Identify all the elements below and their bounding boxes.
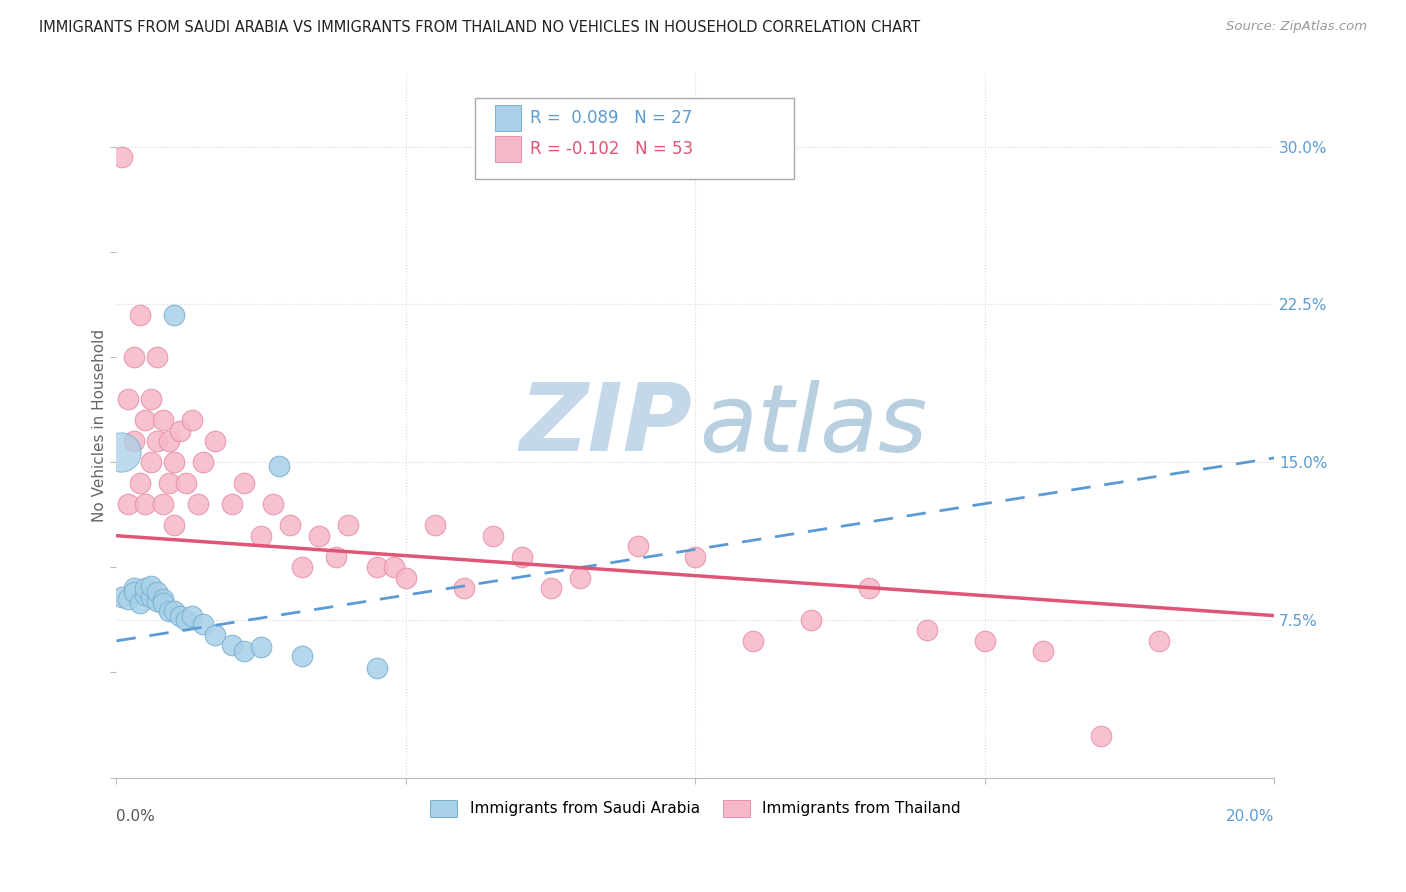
- Point: [110, 444, 132, 458]
- FancyBboxPatch shape: [495, 136, 520, 162]
- Point: [157, 476, 180, 491]
- Point: [134, 582, 156, 596]
- Point: [395, 571, 418, 585]
- Point: [232, 644, 254, 658]
- Point: [111, 150, 134, 164]
- Point: [146, 594, 169, 608]
- Point: [800, 613, 823, 627]
- Point: [122, 434, 145, 448]
- Point: [163, 604, 186, 618]
- Point: [134, 588, 156, 602]
- Point: [482, 529, 505, 543]
- Point: [152, 497, 174, 511]
- Point: [1032, 644, 1054, 658]
- Point: [141, 392, 163, 406]
- Point: [291, 648, 314, 663]
- Point: [568, 571, 591, 585]
- Point: [128, 308, 150, 322]
- Point: [157, 604, 180, 618]
- Point: [128, 596, 150, 610]
- Text: 0.0%: 0.0%: [117, 809, 155, 824]
- Point: [193, 617, 215, 632]
- Text: R =  0.089   N = 27: R = 0.089 N = 27: [530, 109, 692, 127]
- Point: [1090, 729, 1112, 743]
- Point: [141, 455, 163, 469]
- Point: [163, 308, 186, 322]
- Point: [169, 608, 191, 623]
- Text: ZIP: ZIP: [519, 379, 692, 471]
- Point: [146, 350, 169, 364]
- Point: [278, 518, 301, 533]
- Point: [337, 518, 360, 533]
- Point: [134, 497, 156, 511]
- Point: [163, 455, 186, 469]
- Point: [174, 476, 197, 491]
- Point: [325, 549, 347, 564]
- Point: [384, 560, 406, 574]
- Point: [169, 424, 191, 438]
- Point: [858, 582, 880, 596]
- Point: [742, 633, 765, 648]
- Point: [146, 434, 169, 448]
- Y-axis label: No Vehicles in Household: No Vehicles in Household: [93, 329, 107, 522]
- Point: [174, 613, 197, 627]
- Point: [122, 585, 145, 599]
- Point: [250, 529, 273, 543]
- Point: [250, 640, 273, 655]
- Text: Source: ZipAtlas.com: Source: ZipAtlas.com: [1226, 20, 1367, 33]
- Point: [1147, 633, 1170, 648]
- Point: [117, 591, 139, 606]
- Point: [262, 497, 284, 511]
- Point: [128, 476, 150, 491]
- Point: [685, 549, 707, 564]
- Point: [117, 497, 139, 511]
- Text: R = -0.102   N = 53: R = -0.102 N = 53: [530, 140, 693, 158]
- Point: [111, 590, 134, 604]
- Point: [453, 582, 475, 596]
- Point: [157, 434, 180, 448]
- Text: atlas: atlas: [699, 380, 927, 471]
- Point: [180, 608, 202, 623]
- Point: [308, 529, 330, 543]
- Point: [146, 585, 169, 599]
- Point: [366, 560, 388, 574]
- Point: [152, 591, 174, 606]
- Text: 20.0%: 20.0%: [1226, 809, 1274, 824]
- Legend: Immigrants from Saudi Arabia, Immigrants from Thailand: Immigrants from Saudi Arabia, Immigrants…: [423, 794, 967, 822]
- Point: [141, 590, 163, 604]
- Point: [423, 518, 446, 533]
- FancyBboxPatch shape: [475, 97, 794, 178]
- Point: [122, 350, 145, 364]
- FancyBboxPatch shape: [495, 104, 520, 131]
- Point: [267, 459, 290, 474]
- Point: [163, 518, 186, 533]
- Point: [221, 638, 243, 652]
- Point: [117, 392, 139, 406]
- Point: [193, 455, 215, 469]
- Point: [152, 596, 174, 610]
- Point: [366, 661, 388, 675]
- Point: [180, 413, 202, 427]
- Point: [204, 627, 226, 641]
- Point: [152, 413, 174, 427]
- Point: [915, 624, 938, 638]
- Point: [141, 579, 163, 593]
- Text: IMMIGRANTS FROM SAUDI ARABIA VS IMMIGRANTS FROM THAILAND NO VEHICLES IN HOUSEHOL: IMMIGRANTS FROM SAUDI ARABIA VS IMMIGRAN…: [39, 20, 921, 35]
- Point: [626, 539, 648, 553]
- Point: [232, 476, 254, 491]
- Point: [221, 497, 243, 511]
- Point: [204, 434, 226, 448]
- Point: [510, 549, 533, 564]
- Point: [973, 633, 995, 648]
- Point: [187, 497, 209, 511]
- Point: [291, 560, 314, 574]
- Point: [122, 582, 145, 596]
- Point: [134, 413, 156, 427]
- Point: [540, 582, 562, 596]
